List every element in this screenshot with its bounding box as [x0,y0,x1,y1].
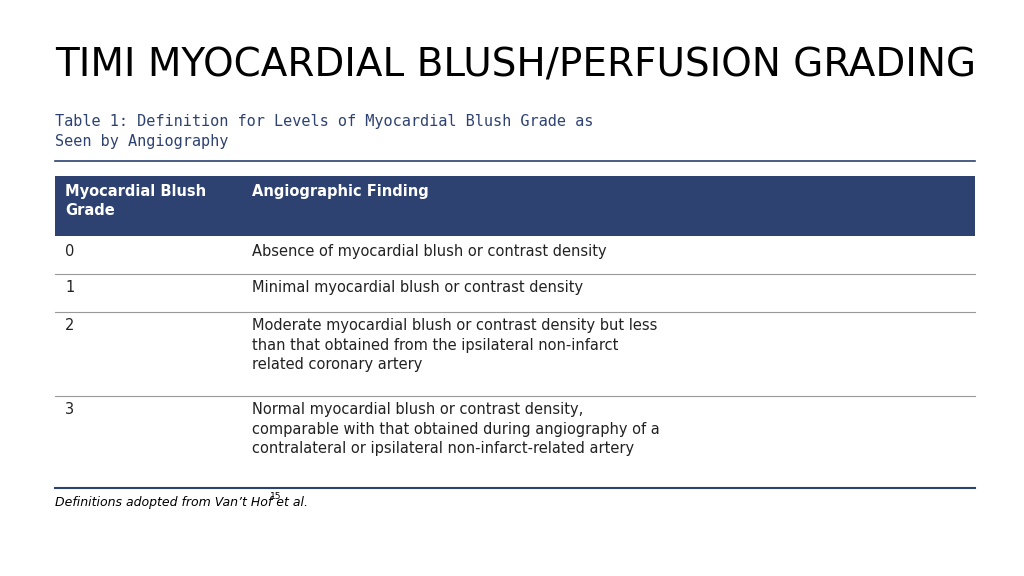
Text: 15: 15 [270,492,282,501]
Text: Myocardial Blush
Grade: Myocardial Blush Grade [65,184,206,218]
Text: 3: 3 [65,402,74,417]
Text: Normal myocardial blush or contrast density,
comparable with that obtained durin: Normal myocardial blush or contrast dens… [252,402,659,456]
Text: Absence of myocardial blush or contrast density: Absence of myocardial blush or contrast … [252,244,606,259]
Text: 0: 0 [65,244,75,259]
Text: 1: 1 [65,280,75,295]
Bar [55,396,975,488]
Text: TIMI MYOCARDIAL BLUSH/PERFUSION GRADING: TIMI MYOCARDIAL BLUSH/PERFUSION GRADING [55,46,976,84]
Bar [55,238,975,274]
Bar [55,274,975,312]
Text: Angiographic Finding: Angiographic Finding [252,184,429,199]
Text: Table 1: Definition for Levels of Myocardial Blush Grade as
Seen by Angiography: Table 1: Definition for Levels of Myocar… [55,114,593,149]
Text: Moderate myocardial blush or contrast density but less
than that obtained from t: Moderate myocardial blush or contrast de… [252,318,657,372]
Text: Minimal myocardial blush or contrast density: Minimal myocardial blush or contrast den… [252,280,583,295]
Bar [55,312,975,396]
Text: Definitions adopted from Van’t Hof et al.: Definitions adopted from Van’t Hof et al… [55,496,308,509]
Bar [55,176,975,236]
Text: 2: 2 [65,318,75,333]
